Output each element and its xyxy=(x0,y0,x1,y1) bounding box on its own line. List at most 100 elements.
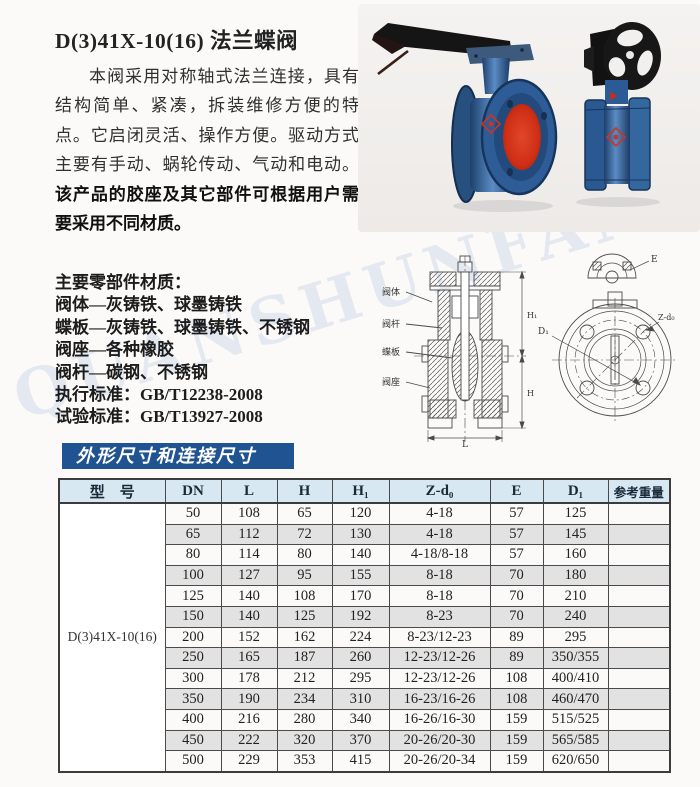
column-header-l: L xyxy=(220,478,278,504)
valve-drawing: 阀体 阀杆 蝶板 阀座 H₁ H L D₁ Z-d₀ E xyxy=(382,253,678,450)
cell-zd0: 8-18 xyxy=(388,564,491,587)
cell-h: 212 xyxy=(276,667,333,690)
cell-dn: 100 xyxy=(164,564,222,587)
cell-weight xyxy=(607,708,671,731)
cell-d1: 515/525 xyxy=(542,708,609,731)
cell-weight xyxy=(607,667,671,690)
cell-zd0: 8-18 xyxy=(388,585,491,607)
drawing-label-seat: 阀座 xyxy=(382,376,400,388)
table-row: 300 178 212 295 12-23/12-26 108 400/410 xyxy=(59,667,671,690)
table-row: 150 140 125 192 8-23 70 240 xyxy=(59,605,671,628)
cell-l: 108 xyxy=(220,502,278,525)
column-header-e: E xyxy=(489,478,544,504)
valve-neck xyxy=(605,80,628,104)
cell-h1: 295 xyxy=(331,667,390,690)
cell-h1: 340 xyxy=(331,708,390,731)
cell-dn: 150 xyxy=(164,605,222,628)
drawing-label-disc: 蝶板 xyxy=(382,346,400,358)
cell-d1: 400/410 xyxy=(542,667,609,690)
cell-weight xyxy=(607,502,671,525)
cell-d1: 350/355 xyxy=(542,647,609,669)
cell-weight xyxy=(607,626,671,649)
materials-line: 阀杆—碳钢、不锈钢 xyxy=(55,362,208,382)
cell-l: 178 xyxy=(220,667,278,690)
cell-d1: 620/650 xyxy=(542,750,609,773)
column-header-zd0: Z-d₀ xyxy=(388,478,491,504)
drawing-dim-zd0: Z-d₀ xyxy=(658,313,675,322)
cell-zd0: 8-23/12-23 xyxy=(388,626,491,649)
materials-line: 阀体—灰铸铁、球墨铸铁 xyxy=(55,295,242,315)
cell-h: 187 xyxy=(276,647,333,669)
intro-text-bold: 该产品的胶座及其它部件可根据用户需要采用不同材质。 xyxy=(55,184,359,234)
product-photo xyxy=(358,4,700,232)
technical-drawing: 阀体 阀杆 蝶板 阀座 H₁ H L D₁ Z-d₀ E xyxy=(372,248,700,450)
handle-latch-rod xyxy=(377,49,409,76)
column-header-weight: 参考重量 xyxy=(607,478,671,504)
materials-line: 执行标准：GB/T12238-2008 xyxy=(55,385,263,405)
cell-h1: 170 xyxy=(331,585,390,607)
cell-h: 65 xyxy=(276,502,333,525)
cell-zd0: 20-26/20-30 xyxy=(388,729,491,752)
valve-photo-illustration xyxy=(358,4,700,232)
cell-weight xyxy=(607,523,671,546)
cell-l: 112 xyxy=(220,523,278,546)
cell-dn: 250 xyxy=(164,647,222,669)
brand-diamond-logo xyxy=(480,113,502,135)
cell-weight xyxy=(607,544,671,566)
cell-h1: 120 xyxy=(331,502,390,525)
cell-h: 80 xyxy=(276,544,333,566)
cell-h1: 155 xyxy=(331,564,390,587)
table-header-row: 型 号 DN L H H₁ Z-d₀ E D₁ 参考重量 xyxy=(58,478,671,504)
intro-text-normal: 本阀采用对称轴式法兰连接，具有结构简单、紧凑，拆装维修方便的特点。它启闭灵活、操… xyxy=(55,67,359,175)
cell-e: 108 xyxy=(489,688,544,710)
intro-text: 本阀采用对称轴式法兰连接，具有结构简单、紧凑，拆装维修方便的特点。它启闭灵活、操… xyxy=(55,62,359,238)
cell-weight xyxy=(607,729,671,752)
drawing-dim-d1: D₁ xyxy=(538,327,549,337)
dimensions-table-container: 型 号 DN L H H₁ Z-d₀ E D₁ 参考重量 D(3)41X-10(… xyxy=(58,478,671,773)
cell-zd0: 4-18 xyxy=(388,502,491,525)
lever-butterfly-valve xyxy=(372,23,558,212)
cell-l: 165 xyxy=(220,647,278,669)
cell-weight xyxy=(607,647,671,669)
cell-h: 280 xyxy=(276,708,333,731)
cell-h1: 140 xyxy=(331,544,390,566)
materials-line: 蝶板—灰铸铁、球墨铸铁、不锈钢 xyxy=(55,317,310,337)
handwheel xyxy=(603,22,661,90)
cell-weight xyxy=(607,564,671,587)
cell-d1: 180 xyxy=(542,564,609,587)
cell-zd0: 16-26/16-30 xyxy=(388,708,491,731)
cell-e: 70 xyxy=(489,564,544,587)
cell-zd0: 20-26/20-34 xyxy=(388,750,491,773)
cell-zd0: 12-23/12-26 xyxy=(388,667,491,690)
materials-line: 试验标准：GB/T13927-2008 xyxy=(55,407,263,427)
cell-e: 159 xyxy=(489,750,544,773)
drawing-label-valve-stem: 阀杆 xyxy=(382,318,400,330)
table-row: 350 190 234 310 16-23/16-26 108 460/470 xyxy=(59,688,671,710)
cell-e: 159 xyxy=(489,729,544,752)
drawing-dim-e: E xyxy=(651,255,658,265)
cell-h1: 224 xyxy=(331,626,390,649)
cell-e: 89 xyxy=(489,626,544,649)
column-header-d1: D₁ xyxy=(542,478,609,504)
column-header-model: 型 号 xyxy=(58,478,166,504)
cell-zd0: 8-23 xyxy=(388,605,491,628)
cell-l: 229 xyxy=(220,750,278,773)
intro-paragraph: 本阀采用对称轴式法兰连接，具有结构简单、紧凑，拆装维修方便的特点。它启闭灵活、操… xyxy=(55,62,359,238)
table-row: 500 229 353 415 20-26/20-34 159 620/650 xyxy=(59,750,671,773)
cell-zd0: 4-18 xyxy=(388,523,491,546)
column-header-h: H xyxy=(276,478,333,504)
materials-line: 主要零部件材质： xyxy=(55,273,191,292)
cell-h: 162 xyxy=(276,626,333,649)
cell-e: 57 xyxy=(489,502,544,525)
materials-line: 阀座—各种橡胶 xyxy=(55,340,174,360)
dimensions-table: 型 号 DN L H H₁ Z-d₀ E D₁ 参考重量 D(3)41X-10(… xyxy=(58,478,671,773)
table-row: 450 222 320 370 20-26/20-30 159 565/585 xyxy=(59,729,671,752)
cell-dn: 350 xyxy=(164,688,222,710)
cell-d1: 295 xyxy=(542,626,609,649)
cell-dn: 500 xyxy=(164,750,222,773)
gear-butterfly-valve xyxy=(576,22,661,207)
cell-d1: 145 xyxy=(542,523,609,546)
drawing-label-valve-body: 阀体 xyxy=(382,286,400,298)
cell-d1: 460/470 xyxy=(542,688,609,710)
left-flange xyxy=(584,99,607,191)
